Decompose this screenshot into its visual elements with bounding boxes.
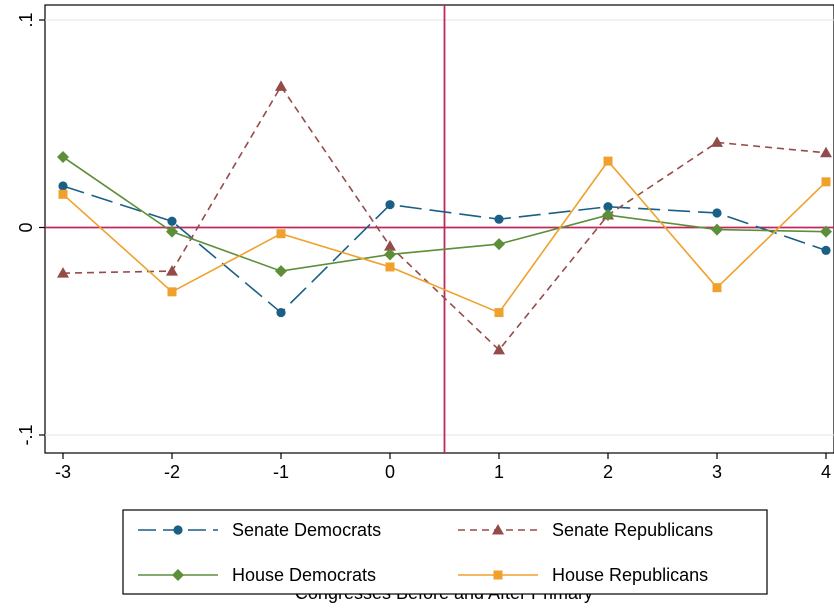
- legend-label: House Republicans: [552, 565, 708, 585]
- legend-box: [122, 509, 768, 595]
- data-point: [603, 202, 613, 212]
- legend-item: Senate Democrats: [138, 520, 381, 540]
- x-tick-label: 1: [494, 462, 504, 482]
- series-line: [62, 156, 827, 272]
- x-tick-label: 3: [712, 462, 722, 482]
- series-house-republicans: [58, 156, 831, 318]
- data-point: [821, 245, 831, 255]
- data-point: [820, 225, 832, 238]
- legend-swatch-marker: [493, 570, 503, 580]
- data-point: [57, 267, 69, 278]
- legend-item: Senate Republicans: [458, 520, 713, 540]
- data-point: [166, 265, 178, 276]
- y-tick-label: 0: [16, 222, 36, 232]
- data-point: [820, 146, 832, 158]
- x-tick-label: -3: [55, 462, 71, 482]
- legend-label: Senate Republicans: [552, 520, 713, 540]
- data-point: [494, 308, 504, 318]
- legend-swatch-marker: [172, 569, 184, 581]
- plot-frame: [44, 4, 834, 454]
- series-senate-democrats: [58, 181, 831, 318]
- legend-swatch-marker: [173, 525, 183, 535]
- legend-label: Senate Democrats: [232, 520, 381, 540]
- data-point: [712, 283, 722, 293]
- data-point: [384, 248, 396, 261]
- series-line: [62, 185, 827, 314]
- data-point: [493, 238, 505, 251]
- data-point: [57, 150, 69, 163]
- series-line: [62, 84, 827, 352]
- x-tick-label: 2: [603, 462, 613, 482]
- data-point: [602, 209, 614, 222]
- x-tick-label: 0: [385, 462, 395, 482]
- x-tick-label: -1: [273, 462, 289, 482]
- data-point: [384, 240, 396, 251]
- data-point: [494, 214, 504, 224]
- legend: Senate Democrats Senate Republicans House …: [122, 509, 768, 595]
- data-point: [711, 136, 723, 147]
- data-point: [167, 287, 177, 297]
- series-house-democrats: [57, 150, 832, 278]
- data-point: [385, 200, 395, 210]
- plot-area: .1 0 -.1 -3 -2 -1 0 1 2 3 4: [16, 4, 834, 482]
- data-point: [493, 343, 505, 355]
- data-point: [166, 225, 178, 238]
- data-point: [275, 80, 287, 91]
- legend-swatch-marker: [492, 524, 504, 535]
- legend-label: House Democrats: [232, 565, 376, 585]
- data-point: [58, 189, 68, 199]
- y-tick-label: -.1: [16, 424, 36, 445]
- data-point: [275, 265, 287, 278]
- data-point: [167, 216, 177, 226]
- data-point: [821, 177, 831, 187]
- data-point: [58, 181, 68, 191]
- y-tick-label: .1: [16, 12, 36, 27]
- data-point: [603, 156, 613, 166]
- x-tick-label: 4: [821, 462, 831, 482]
- legend-item: House Republicans: [458, 565, 708, 585]
- data-point: [385, 262, 395, 272]
- data-point: [712, 208, 722, 218]
- legend-item: House Democrats: [138, 565, 376, 585]
- data-point: [711, 223, 723, 236]
- data-point: [276, 307, 286, 318]
- x-tick-label: -2: [164, 462, 180, 482]
- data-point: [276, 229, 286, 239]
- series-line: [62, 159, 827, 314]
